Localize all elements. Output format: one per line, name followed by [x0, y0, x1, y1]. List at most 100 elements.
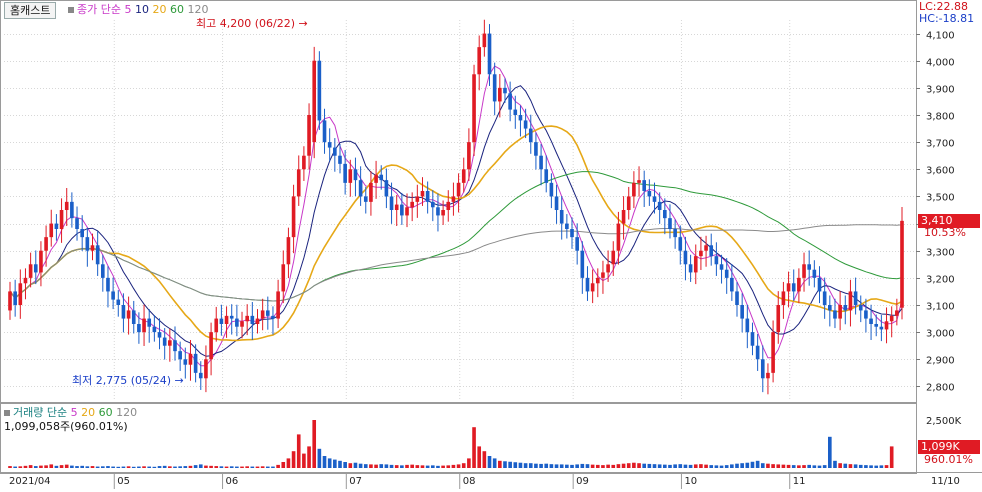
candle-body [183, 359, 188, 365]
ma-line-120 [9, 224, 903, 302]
candle-body [477, 47, 482, 75]
candle-body [142, 318, 146, 333]
volume-bar [260, 466, 265, 468]
volume-bar [565, 464, 569, 468]
price-tick-label: 3,500 [926, 193, 955, 204]
candle-body [204, 359, 208, 379]
volume-bar [626, 463, 631, 468]
volume-bar [590, 464, 595, 468]
volume-bar [673, 464, 677, 468]
candle-body [147, 318, 152, 327]
volume-layer [8, 420, 894, 468]
volume-bar [420, 465, 425, 468]
current-change-label: 10.53% [924, 226, 966, 239]
volume-bar [23, 465, 28, 468]
volume-bar [699, 464, 703, 468]
candle-body [415, 196, 420, 202]
candle-body [224, 315, 229, 324]
volume-bar [425, 465, 430, 468]
candle-body [565, 223, 569, 229]
volume-bar [8, 466, 12, 468]
volume-bar [688, 464, 693, 468]
candle-body [498, 87, 502, 102]
candle-body [441, 210, 445, 216]
candle-body [245, 315, 249, 322]
candle-body [54, 223, 59, 229]
candle-body [663, 210, 667, 219]
ma-period-120: 120 [187, 3, 209, 16]
volume-bar [188, 465, 193, 468]
volume-bar [358, 463, 363, 468]
candle-body [626, 196, 631, 210]
candle-body [606, 264, 610, 273]
price-tick-label: 3,600 [926, 166, 955, 177]
volume-bar [142, 466, 146, 468]
volume-bar [193, 465, 198, 468]
high-arrow-icon: → [298, 17, 308, 30]
candle-body [425, 191, 430, 202]
price-tick-label: 3,100 [926, 302, 955, 313]
candle-body [265, 310, 270, 316]
volume-bar [322, 456, 327, 468]
candle-body [528, 128, 533, 143]
stock-name-tab[interactable]: 홈캐스트 [4, 2, 57, 19]
candle-body [585, 277, 590, 292]
volume-bar [369, 464, 373, 468]
legend-square-icon [4, 410, 10, 416]
volume-bar [178, 466, 182, 468]
price-tick-label: 3,300 [926, 248, 955, 259]
volume-legend: 거래량 단순 5 20 60 120 [4, 405, 137, 420]
candle-body [482, 33, 487, 48]
volume-bar [575, 464, 579, 468]
candle-body [33, 264, 38, 273]
candle-body [642, 180, 647, 191]
ma-period-20: 20 [152, 3, 167, 16]
candle-body [508, 93, 512, 110]
candle-body [709, 245, 714, 257]
ma-line-20 [9, 125, 903, 342]
candle-body [23, 277, 28, 284]
x-tick-label: 10 [684, 476, 697, 487]
volume-bar [39, 465, 43, 468]
x-tick-label: 11/10 [931, 476, 960, 487]
volume-bar [400, 465, 404, 468]
candle-body [580, 250, 585, 278]
candle-body [39, 250, 43, 273]
candle-body [436, 207, 440, 216]
candle-body [678, 237, 683, 251]
candle-body [853, 291, 858, 305]
volume-bar [219, 466, 224, 468]
candle-body [864, 310, 868, 319]
vol-ma-20: 20 [81, 406, 96, 419]
candle-body [843, 305, 848, 311]
candle-body [137, 324, 141, 333]
candle-body [116, 299, 121, 305]
volume-bar [389, 464, 394, 468]
candle-body [699, 250, 703, 257]
volume-bar [291, 451, 296, 468]
ma-line-10 [9, 85, 903, 357]
candle-body [286, 237, 291, 265]
price-tick-label: 3,700 [926, 139, 955, 150]
volume-bar [549, 464, 554, 468]
candle-body [271, 315, 275, 319]
candle-body [817, 277, 822, 292]
candle-body [235, 318, 239, 327]
volume-bar [771, 464, 775, 468]
candle-body [100, 264, 105, 278]
candle-body [616, 223, 621, 251]
candle-body [900, 220, 904, 308]
candle-body [80, 229, 84, 238]
candle-body [786, 283, 791, 292]
candle-body [178, 351, 182, 360]
candle-body [162, 337, 167, 346]
candle-body [446, 201, 451, 210]
volume-bar [106, 466, 110, 468]
volume-bar [621, 463, 626, 468]
candle-body [193, 353, 198, 373]
volume-bar [477, 446, 482, 468]
candle-body [492, 74, 497, 102]
volume-bar [812, 465, 817, 468]
